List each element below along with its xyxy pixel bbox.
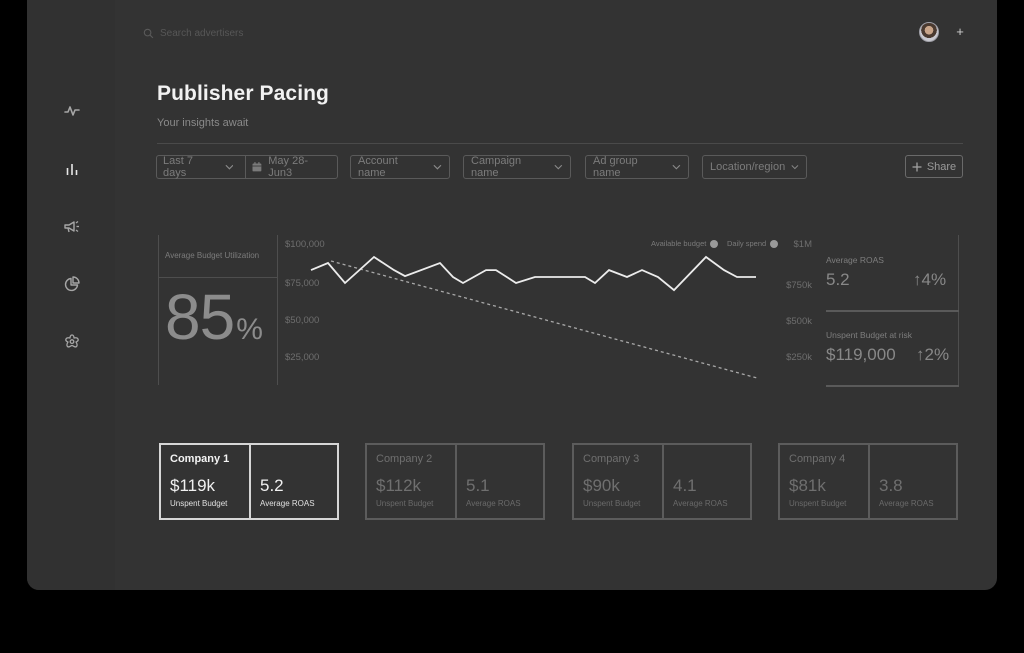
legend-daily-spend: Daily spend [727,239,779,248]
stat-label-roas: Average ROAS [826,255,884,265]
stat-divider [826,310,959,312]
settings-flower-icon [65,334,79,348]
company-name: Company 3 [583,453,640,465]
company-name: Company 4 [789,453,846,465]
campaign-dropdown[interactable]: Campaign name [463,155,571,179]
legend-dot-icon [710,239,719,248]
y-axis-left-tick: $25,000 [285,352,320,363]
company-card[interactable]: Company 3 $90k Unspent Budget 4.1 Averag… [572,443,752,520]
header-divider [157,143,963,144]
unspent-label: Unspent Budget [583,499,641,508]
ad-group-dropdown[interactable]: Ad group name [585,155,689,179]
chevron-down-icon [791,165,799,170]
chevron-down-icon [554,164,563,170]
company-name: Company 2 [376,453,433,465]
company-card[interactable]: Company 4 $81k Unspent Budget 3.8 Averag… [778,443,958,520]
company-name: Company 1 [170,453,230,465]
kpi-divider [158,277,278,278]
unspent-value: $90k [583,476,620,495]
company-card[interactable]: Company 1 $119k Unspent Budget 5.2 Avera… [159,443,339,520]
account-dropdown[interactable]: Account name [350,155,450,179]
stat-label-unspent: Unspent Budget at risk [826,330,912,340]
share-button[interactable]: Share [905,155,963,178]
delta-value: 4% [921,270,947,289]
kpi-number: 85 [165,281,235,353]
stat-delta-unspent: ↑2% [916,345,949,365]
page-title: Publisher Pacing [157,82,329,105]
sidebar-item-reports[interactable] [61,273,83,295]
arrow-up-icon: ↑ [913,270,922,289]
location-dropdown[interactable]: Location/region [702,155,807,179]
delta-value: 2% [924,345,950,364]
share-label: Share [926,160,957,173]
legend-dot-icon [770,239,779,248]
app-window: + Publisher Pacing Your insights await L… [27,0,997,590]
chevron-down-icon [433,164,442,170]
add-button[interactable]: + [956,24,964,39]
roas-value: 3.8 [879,476,903,495]
ad-group-label: Ad group name [593,155,638,179]
date-range-label: May 28-Jun3 [268,155,308,179]
sidebar-item-settings[interactable] [61,331,83,353]
roas-value: 4.1 [673,476,697,495]
calendar-icon [252,162,262,172]
roas-value: 5.1 [466,476,490,495]
search-bar[interactable] [143,24,320,42]
bar-chart-icon [66,164,78,175]
roas-label: Average ROAS [466,499,521,508]
avatar[interactable] [919,22,939,42]
sidebar-item-analytics[interactable] [61,158,83,180]
kpi-unit: % [236,313,263,346]
campaign-label: Campaign name [471,155,522,179]
unspent-label: Unspent Budget [789,499,847,508]
unspent-label: Unspent Budget [376,499,434,508]
unspent-value: $119k [170,476,216,495]
kpi-value: 85% [165,280,263,354]
y-axis-left-tick: $100,000 [285,239,325,250]
chevron-down-icon [224,164,233,170]
kpi-border [158,235,159,385]
y-axis-right-tick: $1M [793,239,812,250]
y-axis-left-tick: $75,000 [285,278,320,289]
stat-value-roas: 5.2 [826,270,850,289]
company-card[interactable]: Company 2 $112k Unspent Budget 5.1 Avera… [365,443,545,520]
pie-chart-icon [64,276,80,292]
y-axis-right-tick: $500k [786,316,812,327]
sidebar-item-campaigns[interactable] [61,216,83,238]
account-label: Account name [358,155,398,179]
search-input[interactable] [160,27,320,39]
roas-label: Average ROAS [260,499,315,508]
unspent-value: $112k [376,476,422,495]
roas-value: 5.2 [260,476,284,495]
stat-value-unspent: $119,000 [826,345,896,364]
search-icon [143,28,154,38]
legend-label: Available budget [651,239,707,248]
date-filter-group: Last 7 days May 28-Jun3 [156,155,338,179]
y-axis-right-tick: $250k [786,352,812,363]
plus-icon [912,162,922,171]
roas-label: Average ROAS [673,499,728,508]
date-preset-label: Last 7 days [163,155,193,179]
unspent-label: Unspent Budget [170,499,228,508]
stat-divider [826,385,959,387]
date-range-picker[interactable]: May 28-Jun3 [245,155,337,179]
kpi-border [277,235,278,385]
legend-label: Daily spend [727,239,767,248]
y-axis-right-tick: $750k [786,280,812,291]
y-axis-left-tick: $50,000 [285,315,320,326]
location-label: Location/region [710,161,786,173]
legend-available-budget: Available budget [651,239,719,248]
sidebar-item-activity[interactable] [61,100,83,122]
activity-icon [64,106,80,116]
date-preset-dropdown[interactable]: Last 7 days [157,155,239,179]
page-subtitle: Your insights await [157,117,249,129]
kpi-label: Average Budget Utilization [165,251,260,260]
unspent-value: $81k [789,476,826,495]
roas-label: Average ROAS [879,499,934,508]
arrow-up-icon: ↑ [916,345,925,364]
stat-delta-roas: ↑4% [913,270,946,290]
chevron-down-icon [672,164,681,170]
megaphone-icon [64,220,79,233]
